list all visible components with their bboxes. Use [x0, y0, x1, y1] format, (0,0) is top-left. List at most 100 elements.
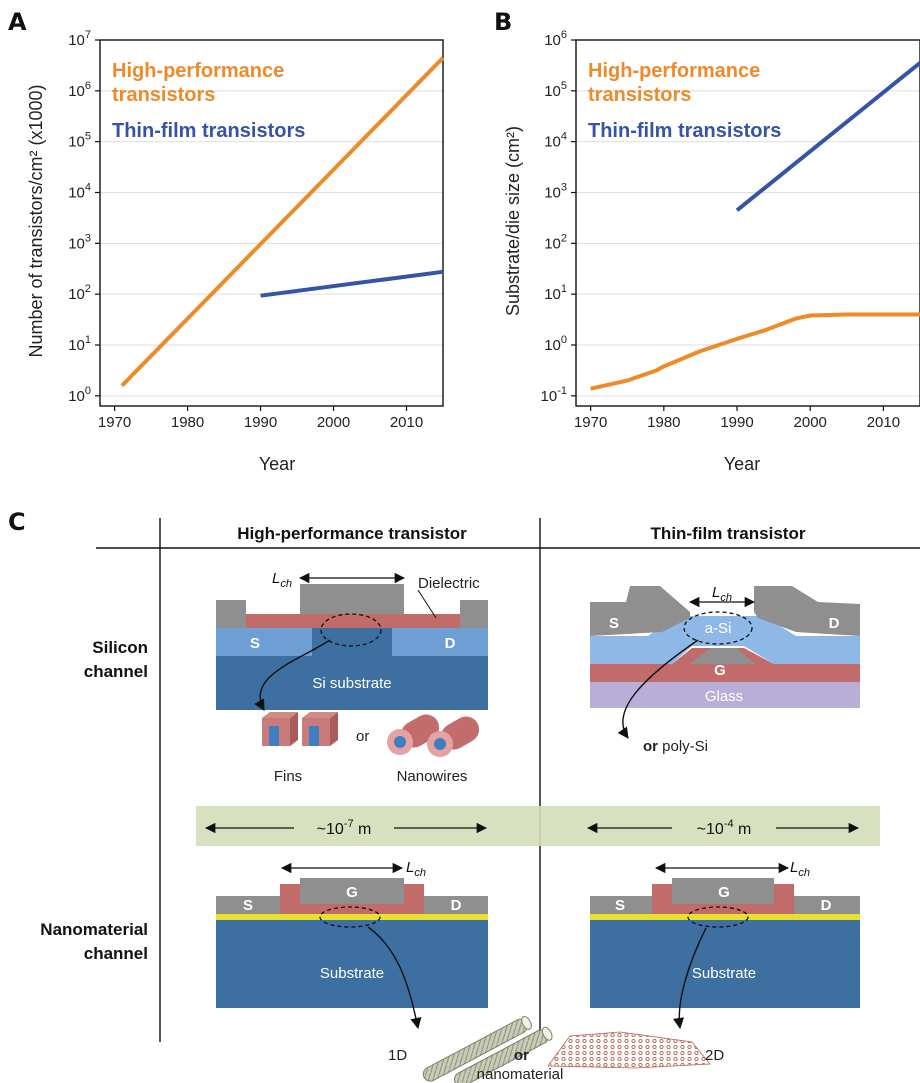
hp-nano-gate-label: G — [346, 884, 358, 901]
panel-letter-c: C — [8, 508, 26, 536]
hp-silicon-transistor: Lch Dielectric S D Si substrate or Fin — [216, 570, 488, 785]
fins-label: Fins — [274, 768, 302, 785]
y-tick-label-a-7: 107 — [68, 29, 91, 49]
x-axis-title-b: Year — [724, 454, 760, 474]
tf-nano-gate — [672, 878, 774, 904]
tf-nanomaterial-transistor: Lch S D G Substrate — [590, 859, 860, 1030]
y-tick-label-a-6: 106 — [68, 80, 91, 100]
column-header-high-performance: High-performance transistor — [237, 524, 467, 543]
y-tick-label-b-3: 102 — [544, 232, 567, 252]
x-tick-label-a-3: 2000 — [317, 414, 350, 431]
hp-nano-channel-highlight — [319, 906, 381, 928]
tf-length-scale: ~10-4 m — [697, 818, 752, 838]
row-label-nanomaterial-line1: Nanomaterial — [40, 920, 148, 939]
hp-nano-drain-label: D — [451, 897, 462, 914]
y-tick-label-b-4: 103 — [544, 182, 567, 202]
legend-a-high-performance-line2: transistors — [112, 84, 215, 106]
hp-nanomaterial-transistor: Lch S D G Substrate — [216, 859, 488, 1030]
hp-nano-gate — [300, 878, 404, 904]
dielectric-label: Dielectric — [418, 575, 480, 592]
tf-a-si-layer — [590, 616, 860, 664]
y-tick-label-b-0: 10-1 — [541, 385, 567, 405]
x-tick-label-b-1: 1980 — [647, 414, 680, 431]
tf-nano-substrate — [590, 920, 860, 1008]
x-tick-label-a-0: 1970 — [98, 414, 131, 431]
y-tick-label-b-2: 101 — [544, 283, 567, 303]
tf-source-label: S — [609, 615, 619, 632]
y-tick-label-b-6: 105 — [544, 80, 567, 100]
legend-b-thin-film: Thin-film transistors — [588, 120, 781, 142]
hp-nano-source-label: S — [243, 897, 253, 914]
x-tick-label-b-3: 2000 — [794, 414, 827, 431]
y-tick-label-b-7: 106 — [544, 29, 567, 49]
hp-drain-contact — [460, 600, 488, 628]
tf-nano-source-label: S — [615, 897, 625, 914]
hp-source-region — [216, 628, 312, 656]
y-tick-label-b-1: 100 — [544, 334, 567, 354]
poly-si-label: or poly-Si — [643, 738, 708, 755]
hp-channel-highlight — [320, 613, 382, 647]
tf-gate — [690, 648, 756, 664]
series-line-b-0 — [590, 312, 920, 391]
row-label-silicon-line2: channel — [84, 662, 148, 681]
hp-drain-region — [392, 628, 488, 656]
tf-nano-substrate-label: Substrate — [692, 965, 756, 982]
y-tick-label-a-1: 101 — [68, 334, 91, 354]
y-axis-title-b: Substrate/die size (cm²) — [503, 126, 523, 316]
hp-source-label: S — [250, 635, 260, 652]
legend-a-thin-film: Thin-film transistors — [112, 120, 305, 142]
dielectric-leader — [417, 589, 437, 619]
x-tick-label-b-2: 1990 — [720, 414, 753, 431]
hp-nano-drain — [424, 896, 488, 914]
hp-nano-substrate-label: Substrate — [320, 965, 384, 982]
x-tick-label-a-4: 2010 — [390, 414, 423, 431]
x-tick-label-a-1: 1980 — [171, 414, 204, 431]
chart-a: 1970 1980 1990 2000 2010 100 101 102 103 104 105 10… — [68, 29, 445, 431]
plot-frame-a — [99, 39, 444, 407]
tf-nano-gate-label: G — [718, 884, 730, 901]
tf-nano-channel-layer — [590, 914, 860, 920]
tf-nano-source — [590, 896, 652, 914]
y-tick-label-a-4: 104 — [68, 182, 91, 202]
series-line-a-0 — [120, 56, 445, 388]
tf-drain-contact — [754, 586, 860, 636]
nanowires-label: Nanowires — [397, 768, 468, 785]
tf-drain-label: D — [829, 615, 840, 632]
nanomaterial-label: nanomaterial — [477, 1066, 564, 1083]
y-axis-title-a: Number of transistors/cm² (x1000) — [26, 84, 46, 357]
legend-b-high-performance-line2: transistors — [588, 84, 691, 106]
hp-nano-arrow — [367, 926, 422, 1030]
hp-source-contact — [216, 600, 246, 628]
tf-channel-highlight — [683, 611, 753, 645]
y-tick-label-a-2: 102 — [68, 283, 91, 303]
chart-b: 1970 1980 1990 2000 2010 10-1 100 101 102 103 104 1… — [541, 29, 920, 431]
hp-lch-label: Lch — [272, 570, 292, 590]
y-tick-label-a-3: 103 — [68, 232, 91, 252]
nanotubes-1d-icon — [422, 1015, 553, 1083]
tf-nano-arrow — [673, 927, 707, 1030]
hp-nano-source — [216, 896, 280, 914]
tf-nano-lch-label: Lch — [790, 859, 810, 879]
glass-substrate — [590, 682, 860, 708]
y-tick-label-a-5: 105 — [68, 131, 91, 151]
hp-nano-lch-label: Lch — [406, 859, 426, 879]
fins-icon — [262, 712, 338, 746]
x-tick-label-b-0: 1970 — [574, 414, 607, 431]
hp-silicon-arrow — [254, 639, 331, 711]
hp-nano-substrate — [216, 920, 488, 1008]
tf-nano-drain-label: D — [821, 897, 832, 914]
tf-lch-label: Lch — [712, 584, 732, 604]
hp-drain-label: D — [445, 635, 456, 652]
tf-source-contact — [590, 586, 690, 636]
column-header-thin-film: Thin-film transistor — [651, 524, 806, 543]
label-1d: 1D — [388, 1047, 407, 1064]
tf-nano-channel-highlight — [687, 906, 749, 928]
legend-b-high-performance-line1: High-performance — [588, 60, 760, 82]
hp-nano-channel-layer — [216, 914, 488, 920]
length-scale-band — [196, 806, 880, 846]
glass-label: Glass — [705, 688, 743, 705]
tf-nano-drain — [794, 896, 860, 914]
nanowires-icon — [387, 714, 480, 757]
